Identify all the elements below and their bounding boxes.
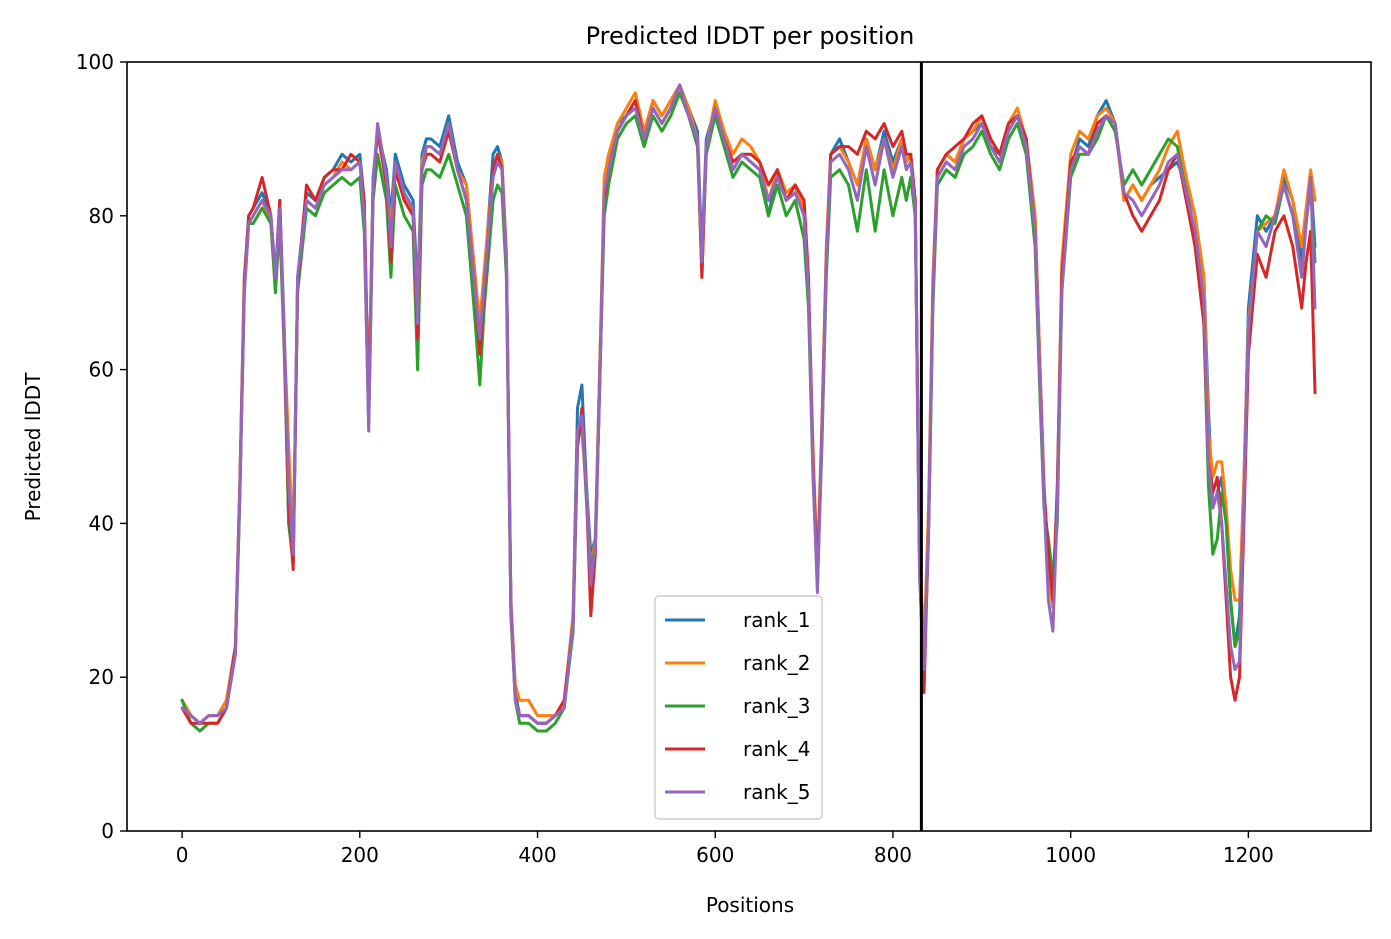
legend-label: rank_3 bbox=[743, 694, 810, 718]
x-tick-label: 600 bbox=[696, 843, 734, 867]
x-tick-label: 0 bbox=[176, 843, 189, 867]
x-tick-label: 1200 bbox=[1223, 843, 1274, 867]
y-tick-label: 20 bbox=[89, 665, 114, 689]
legend-label: rank_5 bbox=[743, 780, 810, 804]
series-line-rank_5 bbox=[180, 83, 1317, 725]
x-axis: 0 200 400 600 800 1000 1200 bbox=[176, 831, 1274, 867]
chart-title: Predicted lDDT per position bbox=[586, 22, 915, 50]
y-axis: 0 20 40 60 80 100 bbox=[76, 50, 127, 843]
y-tick-label: 40 bbox=[89, 511, 114, 535]
legend: rank_1 rank_2 rank_3 rank_4 rank_5 bbox=[654, 595, 823, 820]
legend-label: rank_1 bbox=[743, 608, 810, 632]
plot-area bbox=[180, 62, 1317, 831]
y-tick-label: 80 bbox=[89, 204, 114, 228]
plot-frame bbox=[126, 61, 1372, 832]
x-tick-label: 1000 bbox=[1045, 843, 1096, 867]
y-tick-label: 100 bbox=[76, 50, 114, 74]
y-tick-label: 0 bbox=[101, 819, 114, 843]
x-tick-label: 800 bbox=[874, 843, 912, 867]
legend-box bbox=[654, 595, 823, 820]
x-axis-label: Positions bbox=[706, 893, 794, 917]
y-tick-label: 60 bbox=[89, 358, 114, 382]
x-tick-label: 400 bbox=[518, 843, 556, 867]
y-axis-label: Predicted lDDT bbox=[21, 372, 45, 522]
x-tick-label: 200 bbox=[341, 843, 379, 867]
legend-label: rank_4 bbox=[743, 737, 810, 761]
legend-label: rank_2 bbox=[743, 651, 810, 675]
